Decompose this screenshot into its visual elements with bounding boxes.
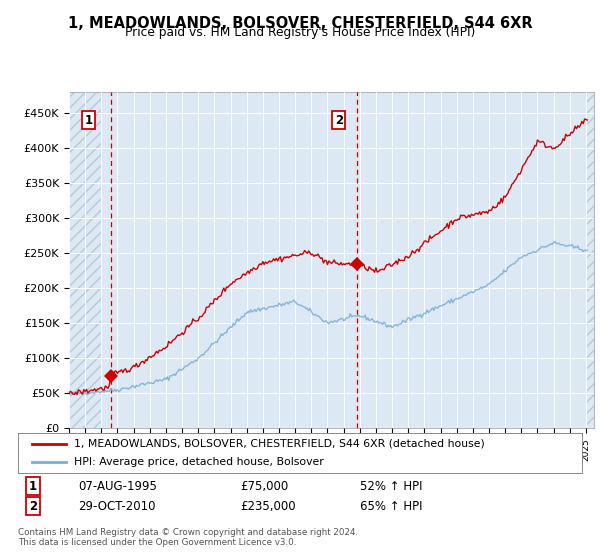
Text: 2: 2	[335, 114, 343, 127]
Text: 1: 1	[85, 114, 92, 127]
Text: Contains HM Land Registry data © Crown copyright and database right 2024.
This d: Contains HM Land Registry data © Crown c…	[18, 528, 358, 547]
Text: £235,000: £235,000	[240, 500, 296, 513]
Text: 1: 1	[29, 479, 37, 493]
Text: HPI: Average price, detached house, Bolsover: HPI: Average price, detached house, Bols…	[74, 458, 324, 467]
Text: 52% ↑ HPI: 52% ↑ HPI	[360, 479, 422, 493]
Text: 29-OCT-2010: 29-OCT-2010	[78, 500, 155, 513]
Text: 07-AUG-1995: 07-AUG-1995	[78, 479, 157, 493]
Text: Price paid vs. HM Land Registry's House Price Index (HPI): Price paid vs. HM Land Registry's House …	[125, 26, 475, 39]
Text: 65% ↑ HPI: 65% ↑ HPI	[360, 500, 422, 513]
Text: 1, MEADOWLANDS, BOLSOVER, CHESTERFIELD, S44 6XR (detached house): 1, MEADOWLANDS, BOLSOVER, CHESTERFIELD, …	[74, 439, 485, 449]
Text: 1, MEADOWLANDS, BOLSOVER, CHESTERFIELD, S44 6XR: 1, MEADOWLANDS, BOLSOVER, CHESTERFIELD, …	[68, 16, 532, 31]
Text: £75,000: £75,000	[240, 479, 288, 493]
Text: 2: 2	[29, 500, 37, 513]
